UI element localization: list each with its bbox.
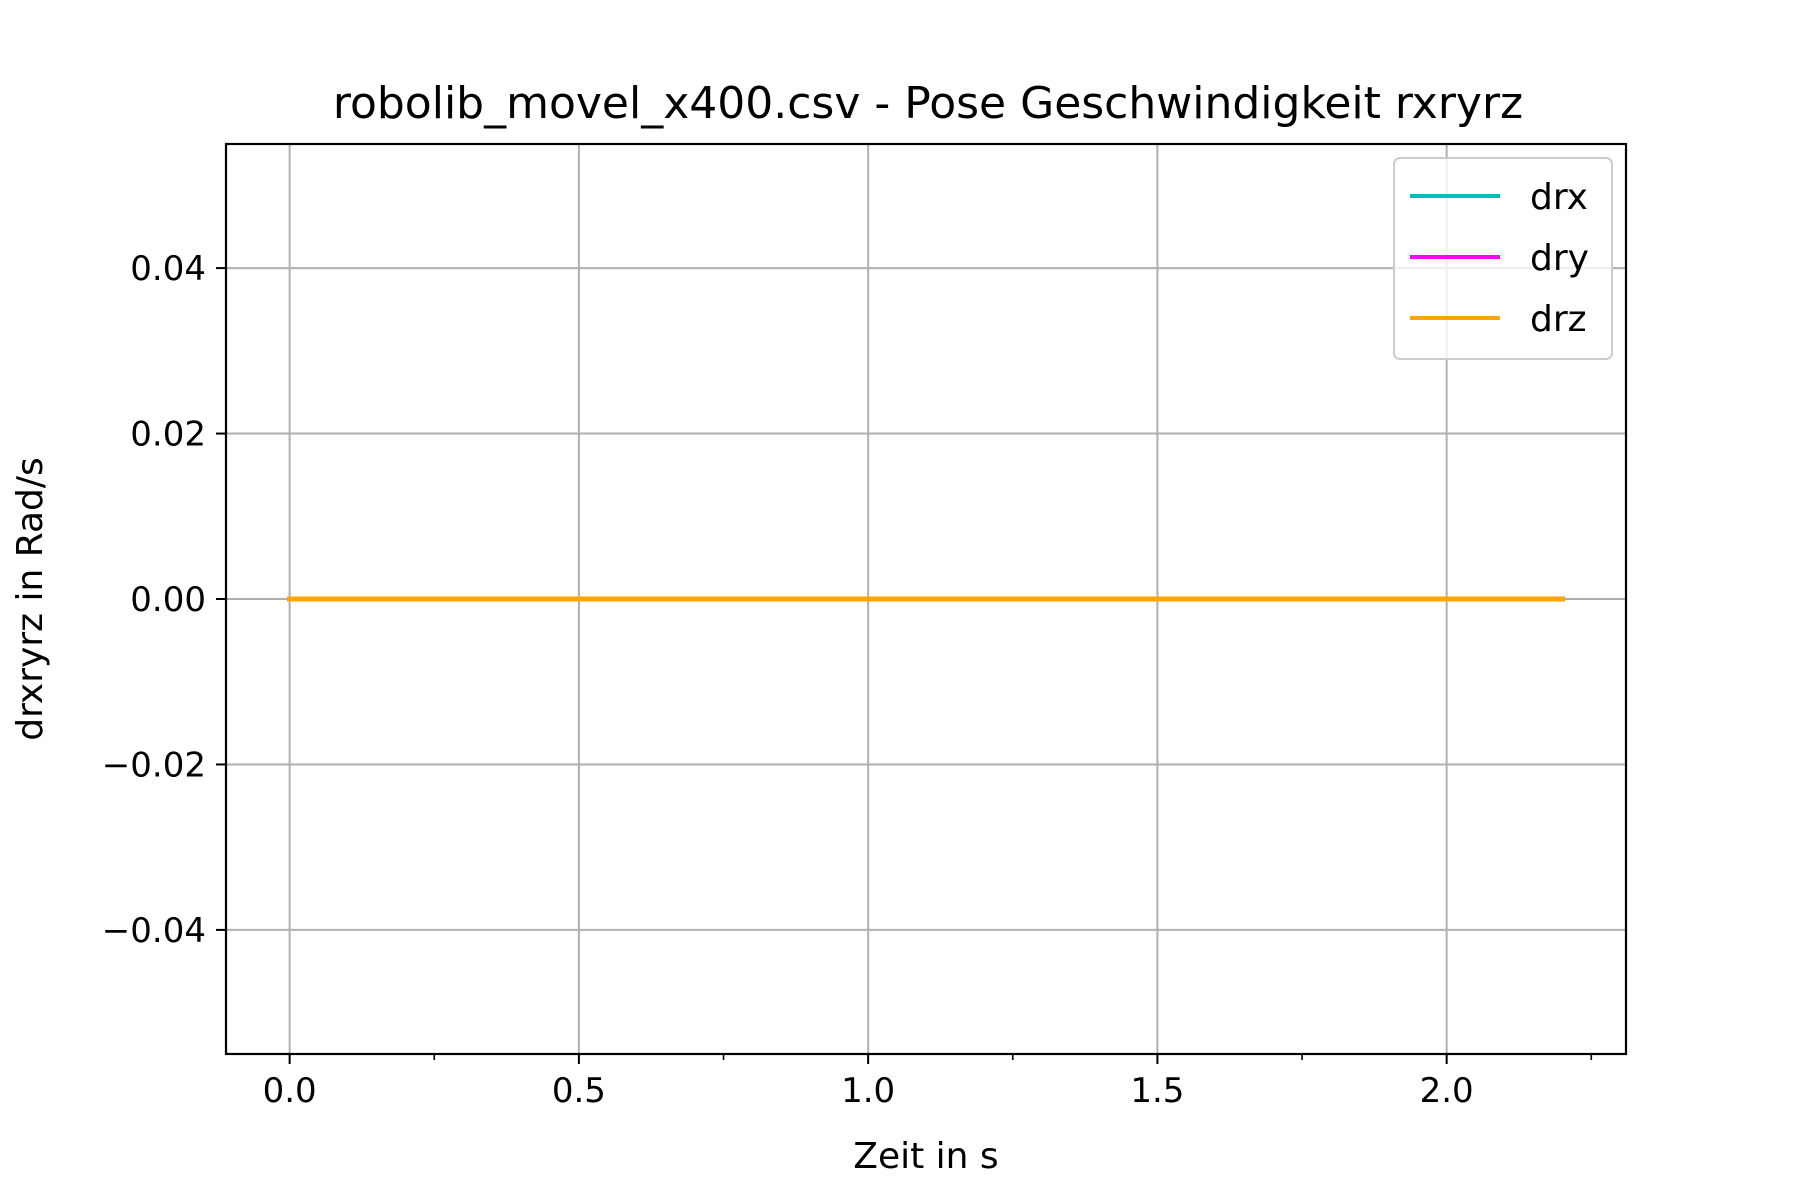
y-tick-label: 0.02 — [130, 415, 206, 455]
x-axis-label: Zeit in s — [853, 1136, 998, 1177]
x-tick-label: 0.0 — [263, 1071, 317, 1111]
y-tick-label: −0.04 — [102, 911, 206, 951]
x-tick-label: 1.0 — [841, 1071, 895, 1111]
legend-label-drx: drx — [1530, 177, 1588, 218]
y-tick-label: 0.04 — [130, 249, 206, 289]
y-axis-label: drxryrz in Rad/s — [10, 457, 51, 741]
axis-ticks: 0.0 0.5 1.0 1.5 2.0 −0.04 −0.02 0.00 0.02 0.04 — [102, 249, 1593, 1111]
x-tick-label: 2.0 — [1420, 1071, 1474, 1111]
y-tick-label: −0.02 — [102, 745, 206, 785]
legend: drx dry drz — [1393, 157, 1613, 360]
x-tick-label: 1.5 — [1130, 1071, 1184, 1111]
legend-box — [1393, 157, 1613, 360]
chart-title: robolib_movel_x400.csv - Pose Geschwindi… — [333, 78, 1523, 129]
legend-label-drz: drz — [1530, 299, 1587, 340]
x-tick-label: 0.5 — [552, 1071, 606, 1111]
y-tick-label: 0.00 — [130, 580, 206, 620]
legend-label-dry: dry — [1530, 238, 1589, 279]
